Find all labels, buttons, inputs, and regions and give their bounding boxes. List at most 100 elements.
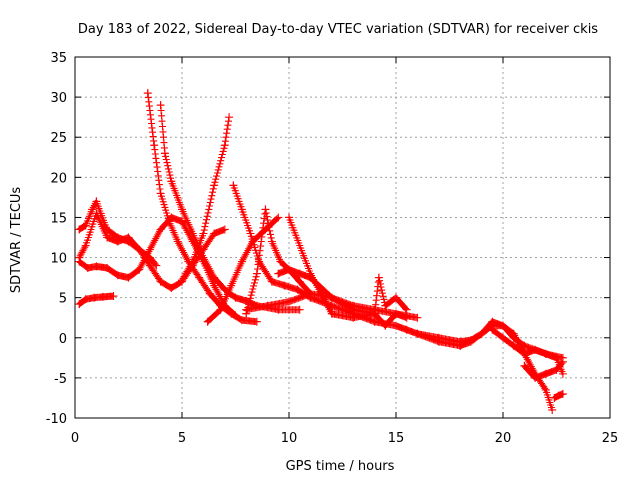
data-point <box>263 301 272 310</box>
data-point <box>509 341 518 350</box>
data-point <box>237 205 246 214</box>
x-tick-label: 5 <box>178 431 186 446</box>
data-point <box>143 89 152 98</box>
data-point <box>156 101 165 110</box>
y-tick-label: -5 <box>54 372 67 387</box>
data-point <box>227 281 236 290</box>
data-point <box>216 305 225 314</box>
data-point <box>280 281 289 290</box>
data-point <box>552 365 561 374</box>
data-point <box>267 237 276 246</box>
data-point <box>246 229 255 238</box>
data-point <box>103 263 112 272</box>
data-point <box>178 276 186 285</box>
data-point <box>274 213 283 222</box>
data-point <box>285 265 293 274</box>
data-point <box>199 229 208 238</box>
data-point <box>349 309 358 318</box>
data-point <box>135 265 144 274</box>
x-tick-label: 10 <box>281 431 298 446</box>
data-point <box>295 305 304 314</box>
data-point <box>552 353 561 362</box>
data-point <box>541 385 550 394</box>
data-point <box>392 293 400 302</box>
y-tick-label: 15 <box>50 211 67 226</box>
data-point <box>531 373 540 382</box>
data-point <box>156 277 165 286</box>
data-point <box>499 333 507 342</box>
data-point <box>205 289 214 298</box>
data-point <box>173 237 182 246</box>
data-point <box>160 149 169 158</box>
data-point <box>145 245 154 254</box>
data-point <box>306 269 315 278</box>
data-point <box>434 333 443 342</box>
data-point <box>554 391 563 400</box>
y-tick-label: 0 <box>59 332 67 347</box>
data-point <box>113 237 122 246</box>
series-track <box>488 325 567 378</box>
data-point <box>156 189 165 198</box>
data-point <box>167 177 176 186</box>
data-point <box>466 337 475 346</box>
data-point <box>210 229 219 238</box>
series-track <box>550 389 567 402</box>
data-point <box>150 141 159 150</box>
data-point <box>558 369 567 378</box>
data-point <box>261 205 270 214</box>
data-point <box>370 317 379 326</box>
series-track <box>143 89 261 326</box>
data-point <box>188 257 197 266</box>
axis-ticks: -10 -5 0 5 10 15 20 25 30 35 0 5 10 15 20 25 <box>46 51 619 446</box>
data-point <box>306 293 315 302</box>
data-point <box>81 221 90 230</box>
data-point <box>188 229 197 238</box>
y-tick-label: 30 <box>50 91 67 106</box>
data-point <box>550 393 559 402</box>
data-point <box>210 273 219 282</box>
data-point <box>285 213 293 222</box>
data-point <box>252 269 261 278</box>
data-point <box>242 305 251 314</box>
data-point <box>178 205 186 214</box>
data-point <box>456 341 465 350</box>
plot-border <box>74 56 611 419</box>
data-point <box>167 284 176 293</box>
data-point <box>81 241 90 250</box>
data-point <box>81 295 90 304</box>
y-tick-label: 20 <box>50 171 67 186</box>
y-tick-label: -10 <box>46 412 67 427</box>
data-point <box>210 281 219 290</box>
series-track <box>178 113 234 285</box>
data-point <box>374 273 383 282</box>
data-point <box>75 253 84 262</box>
data-point <box>229 181 238 190</box>
data-point <box>88 205 97 214</box>
data-point <box>75 225 84 234</box>
data-point <box>477 329 486 338</box>
data-point <box>520 361 529 370</box>
data-point <box>225 113 234 122</box>
data-point <box>370 309 379 318</box>
data-point <box>499 321 507 330</box>
data-point <box>488 325 497 334</box>
data-point <box>220 141 229 150</box>
series-track <box>285 213 411 322</box>
data-point <box>413 329 422 338</box>
data-point <box>165 217 174 226</box>
data-point <box>531 345 540 354</box>
data-point <box>124 233 133 242</box>
data-point <box>203 317 212 326</box>
data-point <box>75 300 84 309</box>
data-point <box>541 349 550 358</box>
data-point <box>145 261 154 270</box>
data-point <box>98 292 107 301</box>
grid <box>75 57 610 418</box>
data-point <box>195 273 204 282</box>
series-track <box>520 357 567 382</box>
data-point <box>548 405 557 414</box>
x-tick-label: 20 <box>495 431 512 446</box>
data-point <box>124 273 133 282</box>
